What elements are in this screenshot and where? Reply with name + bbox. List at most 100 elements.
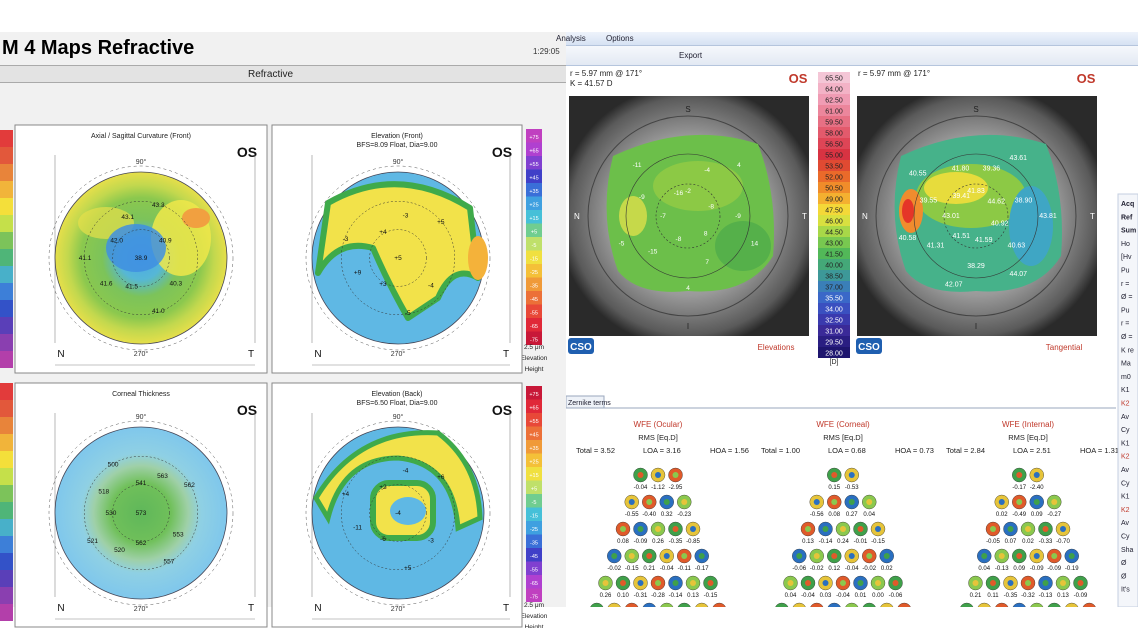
zernike-core bbox=[831, 499, 838, 505]
elevation-high-band bbox=[313, 430, 483, 532]
map-value: -11 bbox=[633, 162, 642, 169]
scale-cell bbox=[818, 83, 850, 94]
scale-tick-top: -25 bbox=[530, 270, 538, 276]
map-value: -2 bbox=[685, 188, 691, 195]
map-value: 41.6 bbox=[100, 280, 113, 287]
zernike-coef: -0.17 bbox=[695, 566, 709, 572]
zernike-core bbox=[690, 526, 696, 532]
label-inferior: I bbox=[687, 322, 689, 331]
side-item: Ø = bbox=[1121, 294, 1132, 301]
map-value: 43.01 bbox=[942, 213, 960, 220]
ring-outer bbox=[48, 165, 234, 351]
export-button[interactable]: Export bbox=[679, 51, 703, 60]
zernike-coef: 0.09 bbox=[1031, 512, 1043, 518]
scale-tick-bottom: -35 bbox=[530, 541, 538, 547]
label-superior: S bbox=[685, 105, 690, 114]
menu-options[interactable]: Options bbox=[606, 34, 634, 43]
zernike-coef: 0.09 bbox=[1013, 566, 1025, 572]
zernike-core bbox=[1033, 499, 1040, 505]
wfe-block-1: WFE (Ocular) RMS [Eq.D] Total = 3.52 LOA = … bbox=[576, 420, 749, 607]
zernike-core bbox=[663, 553, 670, 559]
panel-subtitle: BFS=6.50 Float, Dia=9.00 bbox=[357, 400, 438, 407]
zernike-term bbox=[1065, 602, 1079, 607]
zernike-core bbox=[1033, 472, 1040, 478]
zernike-coef: -0.85 bbox=[686, 539, 700, 545]
scale-cell bbox=[818, 171, 850, 182]
zernike-term bbox=[590, 602, 604, 607]
map-value: +3 bbox=[379, 281, 387, 288]
map-value: 38.90 bbox=[1015, 198, 1033, 205]
zernike-term bbox=[1030, 602, 1044, 607]
wfe-loa: LOA = 0.68 bbox=[828, 446, 866, 455]
panel-title: Axial / Sagittal Curvature (Front) bbox=[91, 133, 191, 140]
zernike-core bbox=[655, 472, 661, 478]
scale-tick-top: +75 bbox=[529, 135, 538, 141]
zernike-coef: -0.17 bbox=[1012, 485, 1026, 491]
label-temporal: T bbox=[503, 349, 509, 360]
zernike-coef: -0.23 bbox=[677, 512, 691, 518]
zernike-core bbox=[1007, 580, 1014, 586]
zernike-coef: -0.53 bbox=[845, 485, 859, 491]
scale-value: 32.50 bbox=[825, 318, 843, 325]
zernike-core bbox=[1007, 526, 1014, 532]
curvature-zone bbox=[1009, 186, 1053, 266]
map-value: +5 bbox=[437, 219, 445, 226]
zernike-coef: -0.19 bbox=[1065, 566, 1079, 572]
zernike-coef: -0.28 bbox=[651, 593, 665, 599]
zernike-term bbox=[880, 602, 894, 607]
zernike-coef: -0.13 bbox=[995, 566, 1009, 572]
zernike-core bbox=[822, 580, 829, 586]
scale-footer: Height bbox=[525, 624, 544, 628]
zernike-core bbox=[637, 580, 644, 586]
pentacam-window: M 4 Maps Refractive 1:29:05 Refractive +… bbox=[0, 32, 566, 628]
eye-label: OS bbox=[789, 71, 808, 86]
zernike-core bbox=[663, 499, 670, 505]
zernike-coef: -0.15 bbox=[871, 539, 885, 545]
zernike-core bbox=[698, 553, 705, 559]
zernike-coef: -0.27 bbox=[1047, 512, 1061, 518]
scale-footer: Height bbox=[525, 366, 544, 373]
zernike-coef: -0.02 bbox=[810, 566, 824, 572]
zernike-core bbox=[813, 499, 820, 505]
side-item: It's bbox=[1121, 587, 1130, 594]
zernike-core bbox=[672, 526, 679, 532]
wfe-hoa: HOA = 1.31 bbox=[1080, 446, 1119, 455]
map-value: -11 bbox=[353, 525, 362, 532]
panel-subtitle: BFS=8.09 Float, Dia=9.00 bbox=[357, 142, 438, 149]
scale-tick-bottom: -15 bbox=[530, 514, 538, 520]
map-value: -4 bbox=[403, 468, 409, 475]
map-value: -8 bbox=[708, 203, 714, 210]
scale-value: 34.00 bbox=[825, 307, 843, 314]
scale-tick-bottom: +55 bbox=[529, 419, 538, 425]
zernike-coef: -0.06 bbox=[792, 566, 806, 572]
zernike-coef: -0.31 bbox=[634, 593, 648, 599]
label-temporal: T bbox=[248, 349, 254, 360]
zernike-core bbox=[972, 580, 979, 586]
map-radius: r = 5.97 mm @ 171° bbox=[858, 69, 930, 78]
zernike-core bbox=[1042, 580, 1049, 586]
menu-analysis[interactable]: Analysis bbox=[556, 34, 586, 43]
ring-3mm bbox=[369, 484, 427, 542]
scale-cell bbox=[818, 314, 850, 325]
scale-cell bbox=[818, 281, 850, 292]
zernike-coef: -2.40 bbox=[1030, 485, 1044, 491]
wfe-rms: RMS [Eq.D] bbox=[1008, 433, 1048, 442]
eye-label: OS bbox=[237, 402, 257, 418]
elevation-depression bbox=[390, 497, 426, 525]
map-value: 38.9 bbox=[135, 255, 148, 262]
map-panel-2: Elevation (Front) BFS=8.09 Float, Dia=9.0… bbox=[271, 124, 523, 374]
zernike-term bbox=[625, 602, 639, 607]
zernike-core bbox=[990, 580, 996, 586]
zernike-coef: 0.08 bbox=[828, 512, 840, 518]
map-value: -8 bbox=[676, 236, 682, 243]
scale-cell bbox=[818, 94, 850, 105]
scale-tick-bottom: +15 bbox=[529, 473, 538, 479]
map-panel-3: Corneal Thickness OS 90° 270° N T 573 553 557 562… bbox=[14, 382, 268, 628]
map-value: -3 bbox=[428, 538, 434, 545]
zernike-core bbox=[848, 472, 855, 478]
zernike-coef: -0.49 bbox=[1012, 512, 1026, 518]
map-value: 518 bbox=[98, 489, 109, 496]
zernike-coef: 0.15 bbox=[828, 485, 840, 491]
wfe-block-2: WFE (Corneal) RMS [Eq.D] Total = 1.00 LOA =… bbox=[761, 420, 934, 607]
